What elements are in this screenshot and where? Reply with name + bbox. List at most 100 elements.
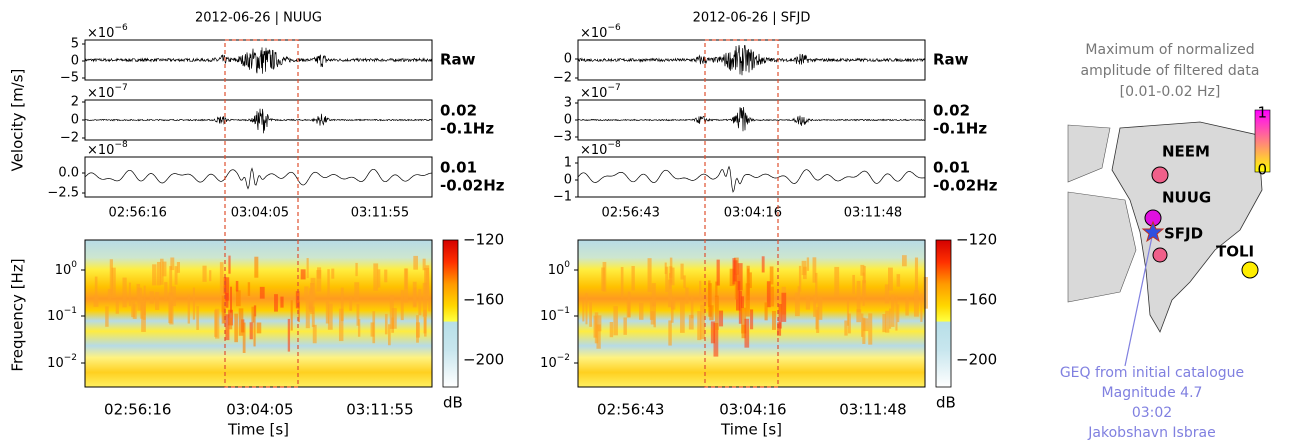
- spectrogram-texture: [923, 277, 928, 309]
- spectrogram-texture: [301, 269, 306, 279]
- base: 10: [540, 309, 557, 324]
- axes-frame: [578, 157, 925, 197]
- spectrogram-texture: [157, 262, 161, 285]
- spectrogram-texture: [709, 305, 713, 320]
- base: 10: [548, 263, 565, 278]
- y-tick-label: −5: [60, 71, 79, 86]
- spectrogram-texture: [392, 308, 397, 329]
- spectrogram-texture: [852, 275, 855, 294]
- spectrogram-texture: [623, 317, 626, 334]
- spectrogram-texture: [621, 267, 624, 299]
- spectrogram-texture: [405, 268, 407, 288]
- spectrogram-texture: [413, 256, 418, 270]
- spectrogram-texture: [214, 310, 217, 337]
- waveform: [85, 109, 432, 134]
- spectrogram-texture: [307, 258, 309, 278]
- spectrogram-texture: [905, 298, 908, 316]
- spectrogram-texture: [234, 314, 238, 343]
- base: 10: [540, 356, 557, 371]
- spectrogram-texture: [196, 306, 199, 330]
- spectrogram-texture: [311, 278, 316, 302]
- x-tick-label: 02:56:43: [602, 206, 660, 221]
- spectrogram-texture: [708, 280, 710, 307]
- spectrogram-texture: [339, 309, 343, 341]
- spectrogram-texture: [715, 296, 719, 330]
- spectrogram-texture: [280, 297, 283, 308]
- spectrogram-texture: [418, 289, 421, 315]
- spectrogram-texture: [385, 314, 388, 334]
- spectrogram-texture: [596, 325, 600, 349]
- spectrogram-texture: [799, 266, 801, 292]
- y-tick-label: 0: [71, 113, 79, 128]
- spectrogram-texture: [885, 311, 889, 333]
- x-tick-label: 03:04:05: [226, 401, 293, 419]
- power: −6: [114, 23, 128, 33]
- colorbar: [443, 240, 458, 387]
- filter-label: -0.1Hz: [440, 120, 494, 138]
- spectrogram-texture: [162, 262, 166, 277]
- x-tick-label: 03:11:48: [844, 206, 902, 221]
- axis-exponent: ×10−6: [580, 23, 621, 41]
- spectrogram-texture: [802, 261, 807, 275]
- y-tick-label: −3: [553, 130, 572, 145]
- spectrogram-texture: [691, 296, 694, 318]
- spectrogram-texture: [424, 310, 427, 334]
- annotation: 03:02: [1132, 405, 1172, 421]
- spectrogram-texture: [585, 293, 587, 324]
- spectrogram-texture: [236, 290, 241, 306]
- axis-exponent: ×10−6: [87, 23, 128, 41]
- y-tick-label: 10−2: [540, 353, 570, 371]
- spectrogram-texture: [862, 318, 865, 344]
- spectrogram-texture: [699, 281, 701, 301]
- spectrogram-texture: [671, 300, 674, 323]
- y-label: Velocity [m/s]: [9, 69, 27, 172]
- waveform: [578, 167, 925, 192]
- waveform: [578, 45, 925, 75]
- spectrogram-texture: [683, 275, 685, 288]
- waveform: [85, 168, 432, 188]
- spectrogram-texture: [105, 306, 108, 326]
- spectrogram-texture: [848, 314, 851, 334]
- x-tick-label: 03:11:55: [346, 401, 413, 419]
- spectrogram-texture: [188, 294, 190, 323]
- spectrogram-texture: [779, 304, 782, 329]
- spectrogram-texture: [155, 292, 159, 310]
- spectrogram-texture: [193, 288, 195, 320]
- base: ×10: [87, 143, 114, 158]
- filter-label: 0.02: [440, 102, 477, 120]
- colorbar-tick-label: 1: [1257, 104, 1267, 122]
- filter-label: Raw: [440, 51, 476, 69]
- filter-label: -0.1Hz: [933, 120, 987, 138]
- spectrogram-texture: [122, 278, 126, 308]
- spectrogram-texture: [371, 322, 375, 336]
- spectrogram-texture: [373, 263, 378, 290]
- base: 10: [47, 356, 64, 371]
- spectrogram-texture: [639, 303, 643, 320]
- colorbar-tick-label: −160: [956, 291, 997, 309]
- y-tick-label: 2: [71, 95, 79, 110]
- axis-exponent: ×10−7: [87, 83, 128, 101]
- power: −2: [64, 353, 77, 363]
- y-tick-label: 100: [548, 260, 571, 278]
- spectrogram-texture: [358, 319, 360, 337]
- spectrogram-texture: [653, 302, 655, 327]
- spectrogram-texture: [889, 309, 891, 329]
- spectrogram-texture: [229, 318, 233, 330]
- spectrogram-texture: [891, 295, 895, 327]
- spectrogram-texture: [152, 264, 156, 285]
- y-tick-label: 0: [564, 52, 572, 67]
- spectrogram-texture: [733, 260, 737, 281]
- colorbar-unit: dB: [936, 394, 956, 412]
- power: 0: [71, 260, 77, 270]
- power: −7: [607, 83, 620, 93]
- y-tick-label: 3: [564, 96, 572, 111]
- spectrogram-texture: [164, 282, 167, 301]
- power: −6: [607, 23, 621, 33]
- spectrogram-texture: [750, 309, 753, 329]
- spectrogram-texture: [143, 301, 146, 320]
- panel-title: 2012-06-26 | NUUG: [195, 11, 322, 26]
- spectrogram-texture: [813, 295, 816, 316]
- axis-exponent: ×10−8: [87, 140, 128, 158]
- power: −8: [114, 140, 128, 150]
- filter-label: 0.02: [933, 102, 970, 120]
